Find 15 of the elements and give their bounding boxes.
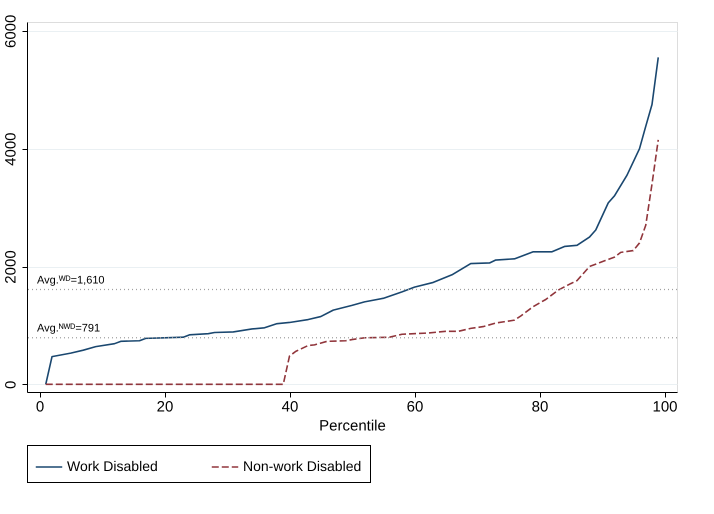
x-tick-label: 60 — [406, 398, 424, 416]
y-tick-label: 4000 — [2, 132, 20, 166]
ref-line-label: Avg.ᴺᵂᴰ=791 — [37, 322, 100, 335]
x-tick-label: 80 — [532, 398, 548, 416]
x-axis-title: Percentile — [319, 418, 386, 434]
legend-label: Work Disabled — [67, 458, 158, 474]
ref-line-label: Avg.ᵂᴰ=1,610 — [37, 274, 105, 286]
x-tick-label: 40 — [282, 398, 298, 416]
y-tick-label: 2000 — [2, 250, 20, 284]
x-tick-label: 0 — [36, 398, 44, 416]
x-tick-label: 100 — [652, 398, 678, 416]
y-tick-label: 6000 — [2, 14, 20, 48]
legend-label: Non-work Disabled — [243, 458, 362, 474]
x-tick-label: 20 — [156, 398, 174, 416]
y-tick-label: 0 — [2, 380, 20, 390]
